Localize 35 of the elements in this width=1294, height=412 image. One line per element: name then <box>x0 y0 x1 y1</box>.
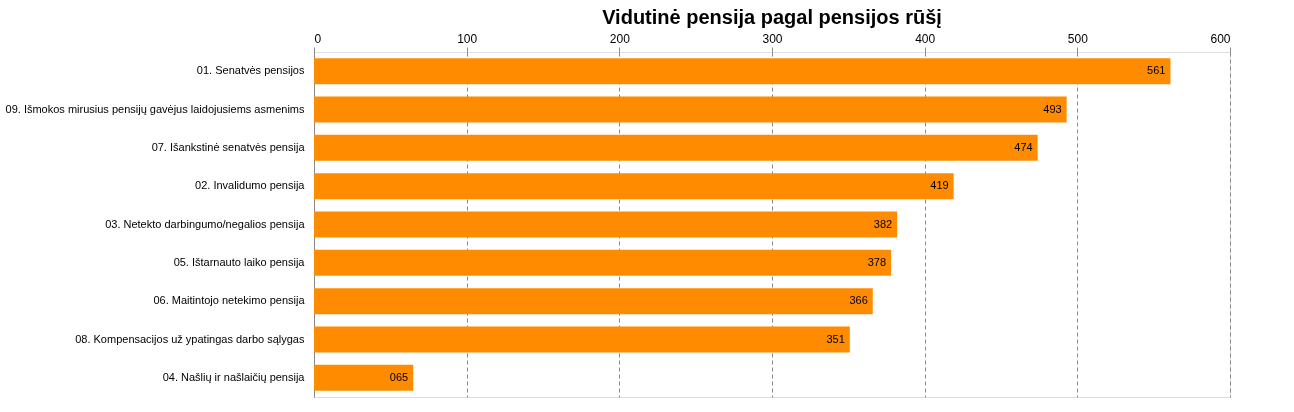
data-label: 493 <box>1043 102 1062 115</box>
bar <box>314 58 1171 85</box>
bar <box>314 326 850 353</box>
bar <box>314 134 1038 161</box>
data-label: 378 <box>867 255 887 268</box>
data-label: 065 <box>389 370 409 383</box>
x-tick-label: 200 <box>609 31 631 46</box>
y-tick-label: 03. Netekto darbingumo/negalios pensija <box>105 217 306 230</box>
x-tick-label: 500 <box>1067 31 1089 46</box>
data-label: 351 <box>826 332 845 345</box>
bar <box>314 249 892 276</box>
x-tick-label: 300 <box>762 31 783 46</box>
data-label: 561 <box>1147 64 1166 77</box>
y-tick-label: 02. Invalidumo pensija <box>195 179 306 192</box>
data-label: 382 <box>873 217 893 230</box>
bar <box>314 288 873 315</box>
x-tick-label: 0 <box>314 31 322 46</box>
y-tick-label: 06. Maitintojo netekimo pensija <box>153 294 306 307</box>
y-tick-label: 04. Našlių ir našlaičių pensija <box>162 370 306 383</box>
x-tick-label: 100 <box>457 31 478 46</box>
chart-title: Vidutinė pensija pagal pensijos rūšį <box>602 6 942 28</box>
data-label: 419 <box>930 179 949 192</box>
data-label: 474 <box>1014 140 1033 153</box>
y-tick-label: 01. Senatvės pensijos <box>196 64 305 77</box>
x-tick-label: 400 <box>915 31 936 46</box>
bar <box>314 96 1067 123</box>
bar <box>314 211 898 238</box>
bar <box>314 173 954 200</box>
y-tick-label: 09. Išmokos mirusius pensijų gavėjus laidojusiems asmenims <box>5 102 305 115</box>
data-label: 366 <box>849 294 868 307</box>
y-tick-label: 07. Išankstinė senatvės pensija <box>151 140 306 153</box>
y-tick-label: 08. Kompensacijos už ypatingas darbo sąlygas <box>75 332 305 345</box>
bar <box>314 364 414 391</box>
x-tick-label: 600 <box>1210 31 1231 46</box>
y-tick-label: 05. Ištarnauto laiko pensija <box>173 255 306 268</box>
